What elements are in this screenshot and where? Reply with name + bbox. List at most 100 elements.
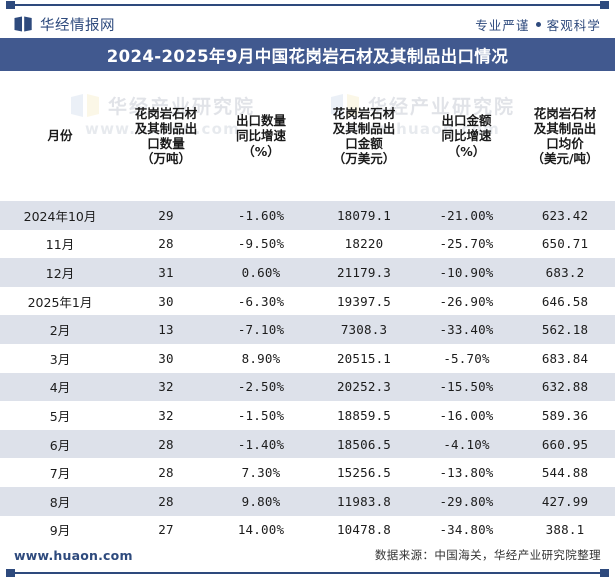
cell-quantity-growth: -1.40% — [212, 429, 310, 459]
column-header-export-amount: 花岗岩石材 及其制品出 口金额 （万美元） — [332, 105, 396, 167]
table-row: 11月 28 -9.50% 18220 -25.70% 650.71 — [0, 229, 615, 259]
cell-quantity-growth: -9.50% — [212, 229, 310, 259]
brand-name: 华经情报网 — [40, 17, 115, 34]
cell-amount-growth: -10.90% — [418, 258, 515, 287]
table-header-row: 月份 花岗岩石材 及其制品出 口数量 （万吨） 出口数量 同比增速 （%） — [0, 71, 615, 201]
cell-export-amount: 18506.5 — [310, 429, 418, 459]
tagline-left: 专业严谨 — [475, 17, 530, 33]
cell-quantity-growth: -2.50% — [212, 372, 310, 402]
cell-export-amount: 20515.1 — [310, 343, 418, 373]
cell-export-quantity: 28 — [120, 486, 212, 516]
cell-amount-growth: -29.80% — [418, 486, 515, 516]
table-row: 8月 28 9.80% 11983.8 -29.80% 427.99 — [0, 486, 615, 516]
cell-export-amount: 11983.8 — [310, 486, 418, 516]
cell-amount-growth: -21.00% — [418, 201, 515, 230]
cell-average-price: 589.36 — [515, 401, 615, 430]
cell-average-price: 683.2 — [515, 258, 615, 287]
column-header-average-price: 花岗岩石材 及其制品出 口均价 （美元/吨） — [531, 105, 599, 167]
cell-month: 2月 — [0, 315, 120, 344]
top-divider-line — [6, 4, 609, 6]
table-row: 2025年1月 30 -6.30% 19397.5 -26.90% 646.58 — [0, 286, 615, 316]
cell-quantity-growth: -1.60% — [212, 201, 310, 230]
cell-export-quantity: 13 — [120, 315, 212, 344]
brand-block[interactable]: 华经情报网 — [14, 14, 115, 35]
page-title: 2024-2025年9月中国花岗岩石材及其制品出口情况 — [106, 46, 509, 66]
page-footer: www.huaon.com 数据来源：中国海关，华经产业研究院整理 — [0, 540, 615, 580]
table-row: 2024年10月 29 -1.60% 18079.1 -21.00% 623.42 — [0, 201, 615, 230]
cell-amount-growth: -26.90% — [418, 286, 515, 316]
cell-month: 8月 — [0, 486, 120, 516]
cell-average-price: 660.95 — [515, 429, 615, 459]
cell-quantity-growth: 9.80% — [212, 486, 310, 516]
table-head: 月份 花岗岩石材 及其制品出 口数量 （万吨） 出口数量 同比增速 （%） — [0, 71, 615, 201]
table-row: 12月 31 0.60% 21179.3 -10.90% 683.2 — [0, 258, 615, 287]
cell-export-amount: 10478.8 — [310, 515, 418, 545]
cell-export-quantity: 29 — [120, 201, 212, 230]
cell-export-amount: 18079.1 — [310, 201, 418, 230]
top-divider-cap-right — [600, 1, 609, 9]
cell-quantity-growth: -6.30% — [212, 286, 310, 316]
bottom-divider — [6, 569, 609, 580]
cell-quantity-growth: 0.60% — [212, 258, 310, 287]
column-header-quantity-growth: 出口数量 同比增速 （%） — [235, 113, 286, 159]
cell-amount-growth: -4.10% — [418, 429, 515, 459]
cell-average-price: 683.84 — [515, 343, 615, 373]
table-container: 月份 花岗岩石材 及其制品出 口数量 （万吨） 出口数量 同比增速 （%） — [0, 71, 615, 545]
cell-export-amount: 7308.3 — [310, 315, 418, 344]
cell-quantity-growth: 14.00% — [212, 515, 310, 545]
cell-amount-growth: -5.70% — [418, 343, 515, 373]
table-row: 7月 28 7.30% 15256.5 -13.80% 544.88 — [0, 458, 615, 487]
cell-export-amount: 19397.5 — [310, 286, 418, 316]
cell-export-amount: 20252.3 — [310, 372, 418, 402]
cell-average-price: 427.99 — [515, 486, 615, 516]
cell-amount-growth: -13.80% — [418, 458, 515, 487]
cell-export-quantity: 31 — [120, 258, 212, 287]
bottom-divider-line — [6, 572, 609, 574]
cell-average-price: 544.88 — [515, 458, 615, 487]
table-row: 9月 27 14.00% 10478.8 -34.80% 388.1 — [0, 515, 615, 545]
cell-export-amount: 18859.5 — [310, 401, 418, 430]
cell-month: 2025年1月 — [0, 286, 120, 316]
cell-month: 12月 — [0, 258, 120, 287]
cell-average-price: 562.18 — [515, 315, 615, 344]
column-header-export-quantity: 花岗岩石材 及其制品出 口数量 （万吨） — [134, 105, 198, 167]
cell-month: 3月 — [0, 343, 120, 373]
cell-average-price: 646.58 — [515, 286, 615, 316]
title-bar: 2024-2025年9月中国花岗岩石材及其制品出口情况 — [0, 38, 615, 71]
cell-export-quantity: 28 — [120, 458, 212, 487]
cell-amount-growth: -34.80% — [418, 515, 515, 545]
cell-month: 4月 — [0, 372, 120, 402]
cell-average-price: 623.42 — [515, 201, 615, 230]
top-divider — [6, 0, 609, 10]
cell-average-price: 388.1 — [515, 515, 615, 545]
cell-average-price: 632.88 — [515, 372, 615, 402]
tagline-right: 客观科学 — [546, 17, 601, 33]
cell-month: 7月 — [0, 458, 120, 487]
cell-export-quantity: 28 — [120, 229, 212, 259]
cell-export-amount: 21179.3 — [310, 258, 418, 287]
column-header-month: 月份 — [47, 128, 73, 144]
brand-header: 华经情报网 专业严谨 客观科学 — [14, 10, 601, 38]
cell-month: 6月 — [0, 429, 120, 459]
cell-amount-growth: -15.50% — [418, 372, 515, 402]
open-book-icon — [14, 16, 32, 32]
cell-amount-growth: -33.40% — [418, 315, 515, 344]
footer-data-source: 数据来源：中国海关，华经产业研究院整理 — [374, 548, 601, 562]
footer-site-url[interactable]: www.huaon.com — [14, 547, 133, 563]
tagline: 专业严谨 客观科学 — [475, 15, 601, 34]
cell-quantity-growth: 8.90% — [212, 343, 310, 373]
cell-amount-growth: -25.70% — [418, 229, 515, 259]
cell-month: 9月 — [0, 515, 120, 545]
table-row: 2月 13 -7.10% 7308.3 -33.40% 562.18 — [0, 315, 615, 344]
cell-quantity-growth: 7.30% — [212, 458, 310, 487]
cell-month: 5月 — [0, 401, 120, 430]
cell-month: 2024年10月 — [0, 201, 120, 230]
cell-quantity-growth: -7.10% — [212, 315, 310, 344]
cell-export-quantity: 30 — [120, 343, 212, 373]
column-header-amount-growth: 出口金额 同比增速 （%） — [441, 113, 492, 159]
cell-average-price: 650.71 — [515, 229, 615, 259]
cell-amount-growth: -16.00% — [418, 401, 515, 430]
cell-month: 11月 — [0, 229, 120, 259]
cell-export-quantity: 30 — [120, 286, 212, 316]
